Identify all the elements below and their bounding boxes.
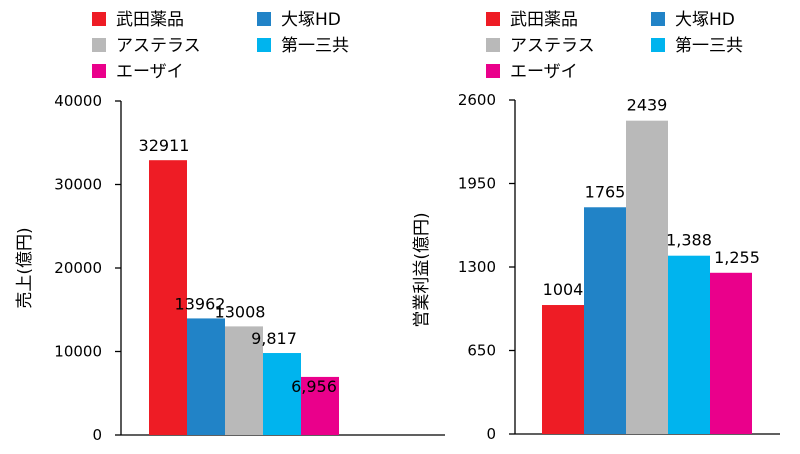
bar-1 <box>542 305 584 434</box>
data-label-5: 6,956 <box>291 377 337 396</box>
bar-4 <box>263 353 301 435</box>
legend-label: アステラス <box>116 36 201 56</box>
legend-label: 大塚HD <box>675 10 735 30</box>
legend-swatch <box>651 38 665 52</box>
legend-swatch <box>257 12 271 26</box>
legend-label: 第一三共 <box>675 36 743 56</box>
legend-swatch <box>92 64 106 78</box>
legend-label: アステラス <box>510 36 595 56</box>
chart-2: 0 650 1300 1950 2600 営業利益(億円) 1004 1765 2439 1,38… <box>412 10 780 443</box>
data-label-1: 1004 <box>543 280 584 299</box>
data-label-4: 1,388 <box>666 231 712 250</box>
legend-item-4: 第一三共 <box>257 36 349 56</box>
y-tick-label: 0 <box>486 425 496 443</box>
bar-2 <box>187 318 225 435</box>
y-tick-label: 0 <box>92 426 102 444</box>
legend-item-2: 大塚HD <box>257 10 341 30</box>
legend-item-5: エーザイ <box>92 62 184 82</box>
y-tick-label: 2600 <box>458 91 496 109</box>
legend-item-2: 大塚HD <box>651 10 735 30</box>
legend-swatch <box>257 38 271 52</box>
legend-item-5: エーザイ <box>486 62 578 82</box>
data-label-1: 32911 <box>139 136 190 155</box>
bar-5 <box>301 376 339 435</box>
y-tick-label: 1950 <box>458 175 496 193</box>
y-axis-label: 売上(億円) <box>15 227 35 308</box>
legend-item-4: 第一三共 <box>651 36 743 56</box>
data-label-2: 1765 <box>585 182 626 201</box>
legend-item-1: 武田薬品 <box>92 10 184 30</box>
legend-label: 大塚HD <box>281 10 341 30</box>
bar-3 <box>225 326 263 435</box>
legend-swatch <box>651 12 665 26</box>
legend-item-1: 武田薬品 <box>486 10 578 30</box>
legend-label: エーザイ <box>510 62 578 82</box>
data-label-5: 1,255 <box>714 248 760 267</box>
y-tick-label: 1300 <box>458 258 496 276</box>
chart-1: 0 10000 20000 30000 40000 売上(億円) 32911 13962130… <box>15 10 445 444</box>
y-tick-label: 40000 <box>54 92 102 110</box>
legend-label: 武田薬品 <box>510 10 578 30</box>
y-tick-label: 30000 <box>54 176 102 194</box>
legend-swatch <box>486 64 500 78</box>
legend-item-3: アステラス <box>92 36 201 56</box>
legend-label: エーザイ <box>116 62 184 82</box>
legend-label: 第一三共 <box>281 36 349 56</box>
data-label-4: 9,817 <box>251 329 297 348</box>
legend-item-3: アステラス <box>486 36 595 56</box>
bar-5 <box>710 272 752 434</box>
y-tick-label: 20000 <box>54 259 102 277</box>
legend-swatch <box>92 12 106 26</box>
legend-swatch <box>92 38 106 52</box>
bar-3 <box>626 120 668 434</box>
bar-2 <box>584 207 626 434</box>
y-tick-label: 650 <box>467 342 496 360</box>
data-label-3: 13008 <box>215 302 266 321</box>
legend-swatch <box>486 38 500 52</box>
y-tick-label: 10000 <box>54 343 102 361</box>
y-axis-label: 営業利益(億円) <box>412 212 432 327</box>
bar-4 <box>668 255 710 434</box>
bar-1 <box>149 160 187 435</box>
data-label-2: 13962 <box>175 294 226 313</box>
data-label-3: 2439 <box>627 96 668 115</box>
legend-swatch <box>486 12 500 26</box>
legend-label: 武田薬品 <box>116 10 184 30</box>
